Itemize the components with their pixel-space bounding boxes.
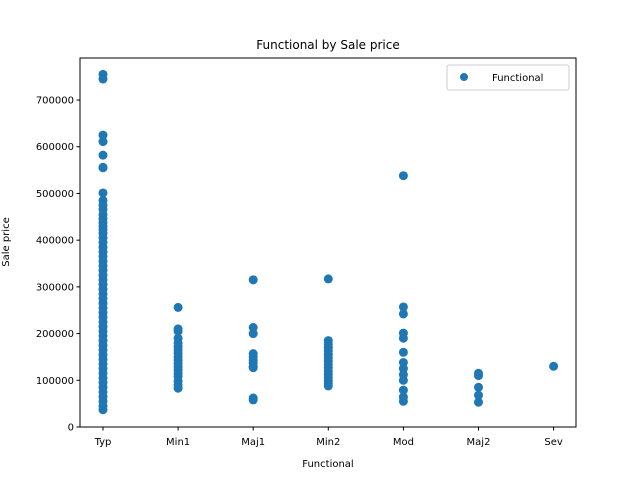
scatter-point <box>398 347 408 357</box>
scatter-point <box>248 275 258 285</box>
scatter-point <box>248 363 258 373</box>
scatter-point <box>173 326 183 336</box>
scatter-point <box>98 188 108 198</box>
y-tick-label: 0 <box>68 423 74 434</box>
scatter-point <box>549 361 559 371</box>
scatter-point <box>98 137 108 147</box>
legend: Functional <box>446 64 570 91</box>
x-axis-label: Functional <box>302 459 353 470</box>
x-tick-label: Typ <box>94 437 112 448</box>
scatter-point <box>398 385 408 395</box>
scatter-point <box>474 371 483 381</box>
y-axis-label: Sale price <box>1 217 12 266</box>
scatter-point <box>173 302 183 312</box>
x-axis: Typ Min1 Maj1 Min2 Mod Maj2 Sev <box>94 427 563 448</box>
scatter-point <box>474 382 483 392</box>
x-tick-label: Sev <box>544 437 563 448</box>
legend-marker <box>460 73 468 81</box>
y-tick-label: 600000 <box>36 142 74 153</box>
scatter-point <box>248 329 258 339</box>
x-tick-label: Maj1 <box>241 437 265 448</box>
legend-box <box>446 64 570 91</box>
scatter-point <box>323 381 333 391</box>
scatter-point <box>398 375 408 385</box>
legend-label: Functional <box>492 73 543 84</box>
x-tick-label: Min2 <box>316 437 340 448</box>
chart-title: Functional by Sale price <box>256 38 399 52</box>
y-tick-label: 100000 <box>36 376 74 387</box>
y-tick-label: 500000 <box>36 189 74 200</box>
scatter-point <box>398 396 408 406</box>
scatter-point <box>398 333 408 343</box>
scatter-point <box>173 383 183 393</box>
y-axis: 0 100000 200000 300000 400000 500000 600000 700… <box>36 96 80 434</box>
scatter-point <box>98 74 108 84</box>
scatter-point <box>98 130 108 140</box>
scatter-point <box>398 309 408 319</box>
scatter-point <box>474 390 483 400</box>
x-tick-label: Min1 <box>166 437 190 448</box>
scatter-point <box>474 397 483 407</box>
scatter-point <box>248 395 258 405</box>
x-tick-label: Maj2 <box>467 437 491 448</box>
y-tick-label: 200000 <box>36 329 74 340</box>
data-points <box>98 69 559 415</box>
y-tick-label: 400000 <box>36 236 74 247</box>
y-tick-label: 300000 <box>36 282 74 293</box>
x-tick-label: Mod <box>393 437 414 448</box>
scatter-point <box>398 302 408 312</box>
y-tick-label: 700000 <box>36 96 74 107</box>
scatter-point <box>98 405 108 415</box>
scatter-point <box>398 171 408 181</box>
scatter-point <box>98 163 108 173</box>
scatter-point <box>98 150 108 160</box>
scatter-point <box>323 274 333 284</box>
